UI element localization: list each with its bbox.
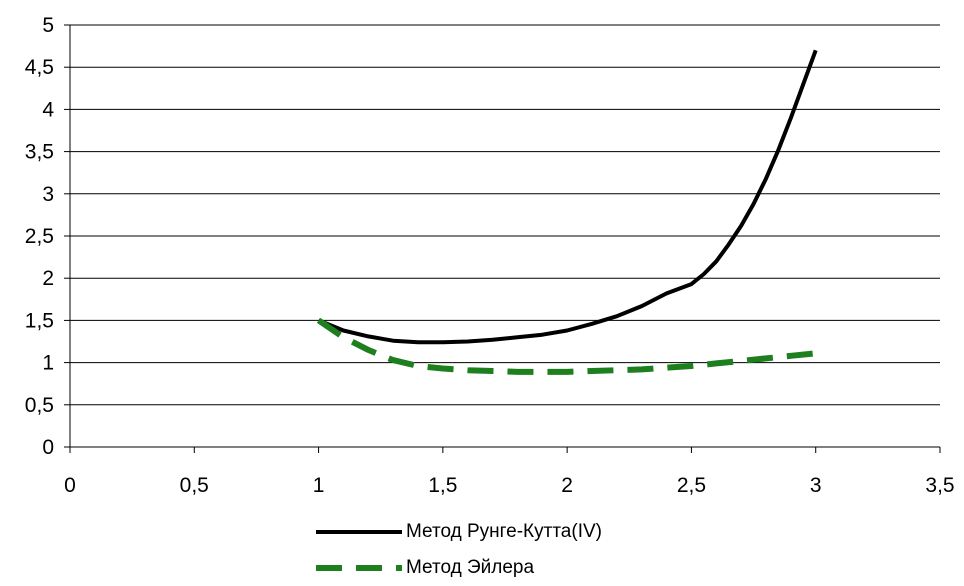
series-line-runge-kutta [317, 49, 818, 345]
legend-item-euler: Метод Эйлера [316, 550, 602, 586]
legend-item-runge-kutta: Метод Рунге-Кутта(IV) [316, 514, 602, 550]
x-tick-label: 2 [561, 474, 573, 497]
series-lines [316, 49, 818, 375]
x-tick-label: 1 [313, 474, 325, 497]
legend-swatch-dashed-green [316, 565, 402, 571]
y-tick-label: 3 [42, 183, 54, 206]
legend-swatch-solid-black [316, 530, 402, 534]
y-tick-label: 2 [42, 267, 54, 290]
y-tick-label: 0,5 [25, 394, 54, 417]
y-tick-label: 5 [42, 14, 54, 37]
legend: Метод Рунге-Кутта(IV) Метод Эйлера [316, 514, 602, 586]
legend-label-runge-kutta: Метод Рунге-Кутта(IV) [406, 521, 602, 542]
legend-label-euler: Метод Эйлера [406, 557, 535, 578]
series-line-euler [316, 317, 817, 375]
y-tick-label: 1,5 [25, 309, 54, 332]
y-tick-label: 4 [42, 98, 54, 121]
x-tick-label: 0,5 [180, 474, 209, 497]
x-tick-label: 3,5 [925, 474, 954, 497]
x-tick-label: 3 [810, 474, 822, 497]
y-tick-label: 1 [42, 352, 54, 375]
y-tick-label: 0 [42, 436, 54, 459]
grid-lines [70, 24, 940, 406]
x-tick-label: 1,5 [428, 474, 457, 497]
y-tick-label: 3,5 [25, 141, 54, 164]
axes [64, 24, 941, 453]
y-tick-label: 2,5 [25, 225, 54, 248]
x-tick-label: 0 [64, 474, 76, 497]
y-tick-labels: 0 0,5 1 1,5 2 2,5 3 3,5 4 4,5 5 [25, 14, 55, 459]
x-tick-labels: 0 0,5 1 1,5 2 2,5 3 3,5 [64, 474, 954, 497]
y-tick-label: 4,5 [25, 56, 54, 79]
x-tick-label: 2,5 [677, 474, 706, 497]
